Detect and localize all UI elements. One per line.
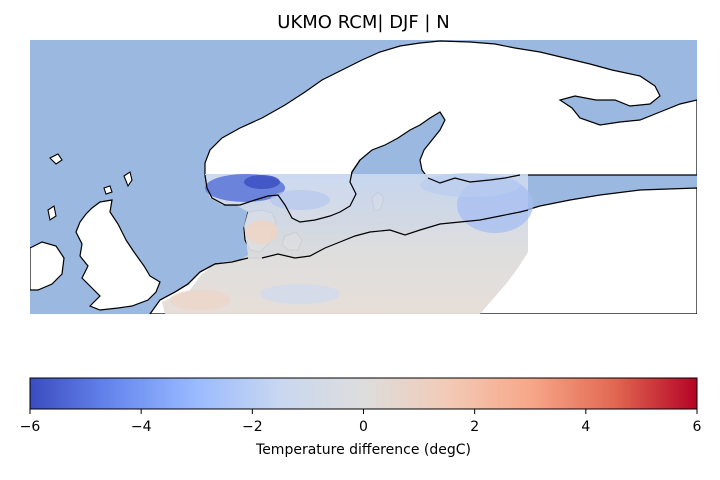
map-panel (30, 40, 697, 314)
shetland-islands (123, 171, 133, 188)
colorbar-tick-label: 6 (692, 419, 702, 435)
orkney-islands (103, 185, 113, 195)
cold-anomaly-core (244, 175, 280, 189)
ireland-land (30, 241, 65, 291)
cool-patch-south (260, 284, 340, 304)
coastline-baltic-south (261, 209, 529, 259)
figure-title: UKMO RCM| DJF | N (277, 12, 450, 33)
colorbar-tick-label: 2 (470, 419, 480, 435)
colorbar (29, 377, 698, 410)
cool-anomaly-sweden (270, 190, 330, 210)
faroe-islands (49, 153, 63, 165)
colorbar-label: Temperature difference (degC) (256, 442, 471, 458)
coastlines (159, 159, 529, 301)
great-britain-land (75, 199, 161, 311)
warm-anomaly-denmark (246, 220, 278, 244)
colorbar-tick-label: −4 (130, 419, 152, 435)
hebrides-islands (47, 205, 57, 221)
colorbar-tick-label: −6 (19, 419, 41, 435)
cool-anomaly-ne (420, 173, 520, 197)
colorbar-tick-label: 0 (359, 419, 368, 435)
warm-anomaly-southwest (170, 290, 230, 310)
colorbar-tick-label: 4 (581, 419, 591, 435)
field-area (162, 174, 528, 314)
coastline-north-sea (159, 257, 249, 301)
coastline-norway-sweden (204, 159, 361, 223)
coastline-finland (427, 174, 521, 184)
colorbar-ticks (29, 409, 698, 414)
colorbar-tick-label: −2 (242, 419, 263, 435)
